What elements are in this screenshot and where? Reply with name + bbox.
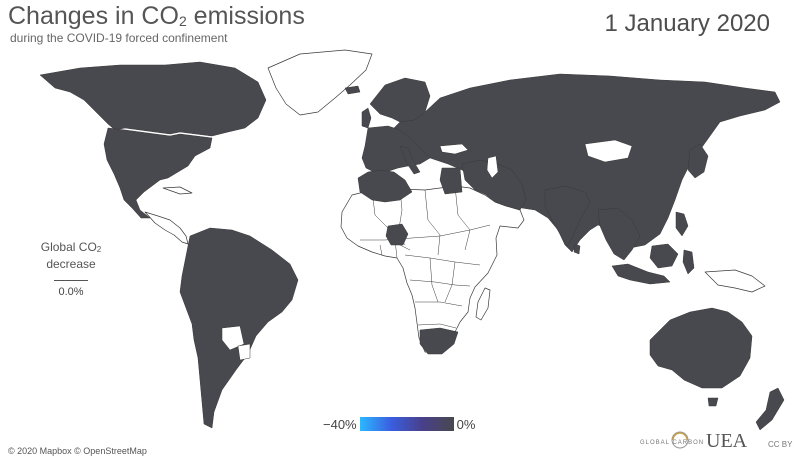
- uea-logo: UEA: [706, 430, 748, 452]
- north-africa-algeria-libya: [357, 169, 413, 203]
- global-decrease-panel: Global CO2 decrease 0.0%: [30, 240, 112, 298]
- sulawesi-maluku: [682, 249, 695, 275]
- iceland: [344, 85, 361, 95]
- japan: [687, 143, 709, 179]
- paraguay: [237, 343, 251, 361]
- world-map[interactable]: [0, 40, 800, 440]
- color-legend: −40% 0%: [323, 416, 475, 432]
- global-carbon-project-logo-icon: [671, 431, 689, 449]
- philippines: [675, 211, 689, 237]
- africa-landmass: [340, 185, 525, 353]
- bolivia: [221, 325, 245, 351]
- canada-alaska: [39, 61, 267, 137]
- global-carbon-project-logo: GLOBAL CARBON: [640, 440, 705, 446]
- papua: [704, 269, 766, 293]
- no-data-countries: [144, 49, 766, 353]
- map-title: Changes in CO2 emissions: [8, 2, 305, 30]
- tasmania: [707, 397, 719, 407]
- india: [544, 185, 591, 247]
- central-america: [144, 211, 189, 245]
- legend-gradient-bar: [359, 417, 454, 431]
- license-badge: CC BY: [768, 440, 793, 449]
- black-sea: [439, 143, 469, 155]
- global-decrease-value: 0.0%: [58, 286, 84, 298]
- partner-logos: GLOBAL CARBON UEA CC BY: [640, 430, 795, 458]
- legend-max-label: 0%: [456, 416, 476, 432]
- middle-east: [461, 159, 527, 211]
- date-label: 1 January 2020: [604, 10, 770, 37]
- map-subtitle: during the COVID-19 forced confinement: [10, 31, 228, 45]
- mongolia: [584, 139, 633, 163]
- sri-lanka: [573, 243, 581, 255]
- legend-min-label: −40%: [323, 416, 357, 432]
- south-africa: [419, 327, 459, 355]
- southeast-asia: [597, 207, 641, 261]
- italy: [399, 145, 421, 175]
- borneo: [649, 243, 679, 269]
- greenland: [267, 49, 373, 116]
- map-attribution[interactable]: © 2020 Mapbox © OpenStreetMap: [8, 446, 147, 456]
- stat-divider: [54, 280, 88, 281]
- australia: [649, 307, 753, 389]
- cuba: [162, 186, 193, 195]
- usa-mexico: [103, 127, 213, 219]
- egypt: [439, 167, 463, 195]
- global-decrease-label: Global CO2: [40, 240, 102, 254]
- decrease-word: decrease: [46, 257, 96, 271]
- indonesia: [611, 263, 671, 285]
- uk: [361, 107, 372, 129]
- caspian-sea: [486, 155, 499, 179]
- nigeria: [385, 223, 409, 246]
- no-data-overlays: [221, 139, 633, 361]
- madagascar: [475, 287, 491, 321]
- new-zealand: [755, 387, 785, 431]
